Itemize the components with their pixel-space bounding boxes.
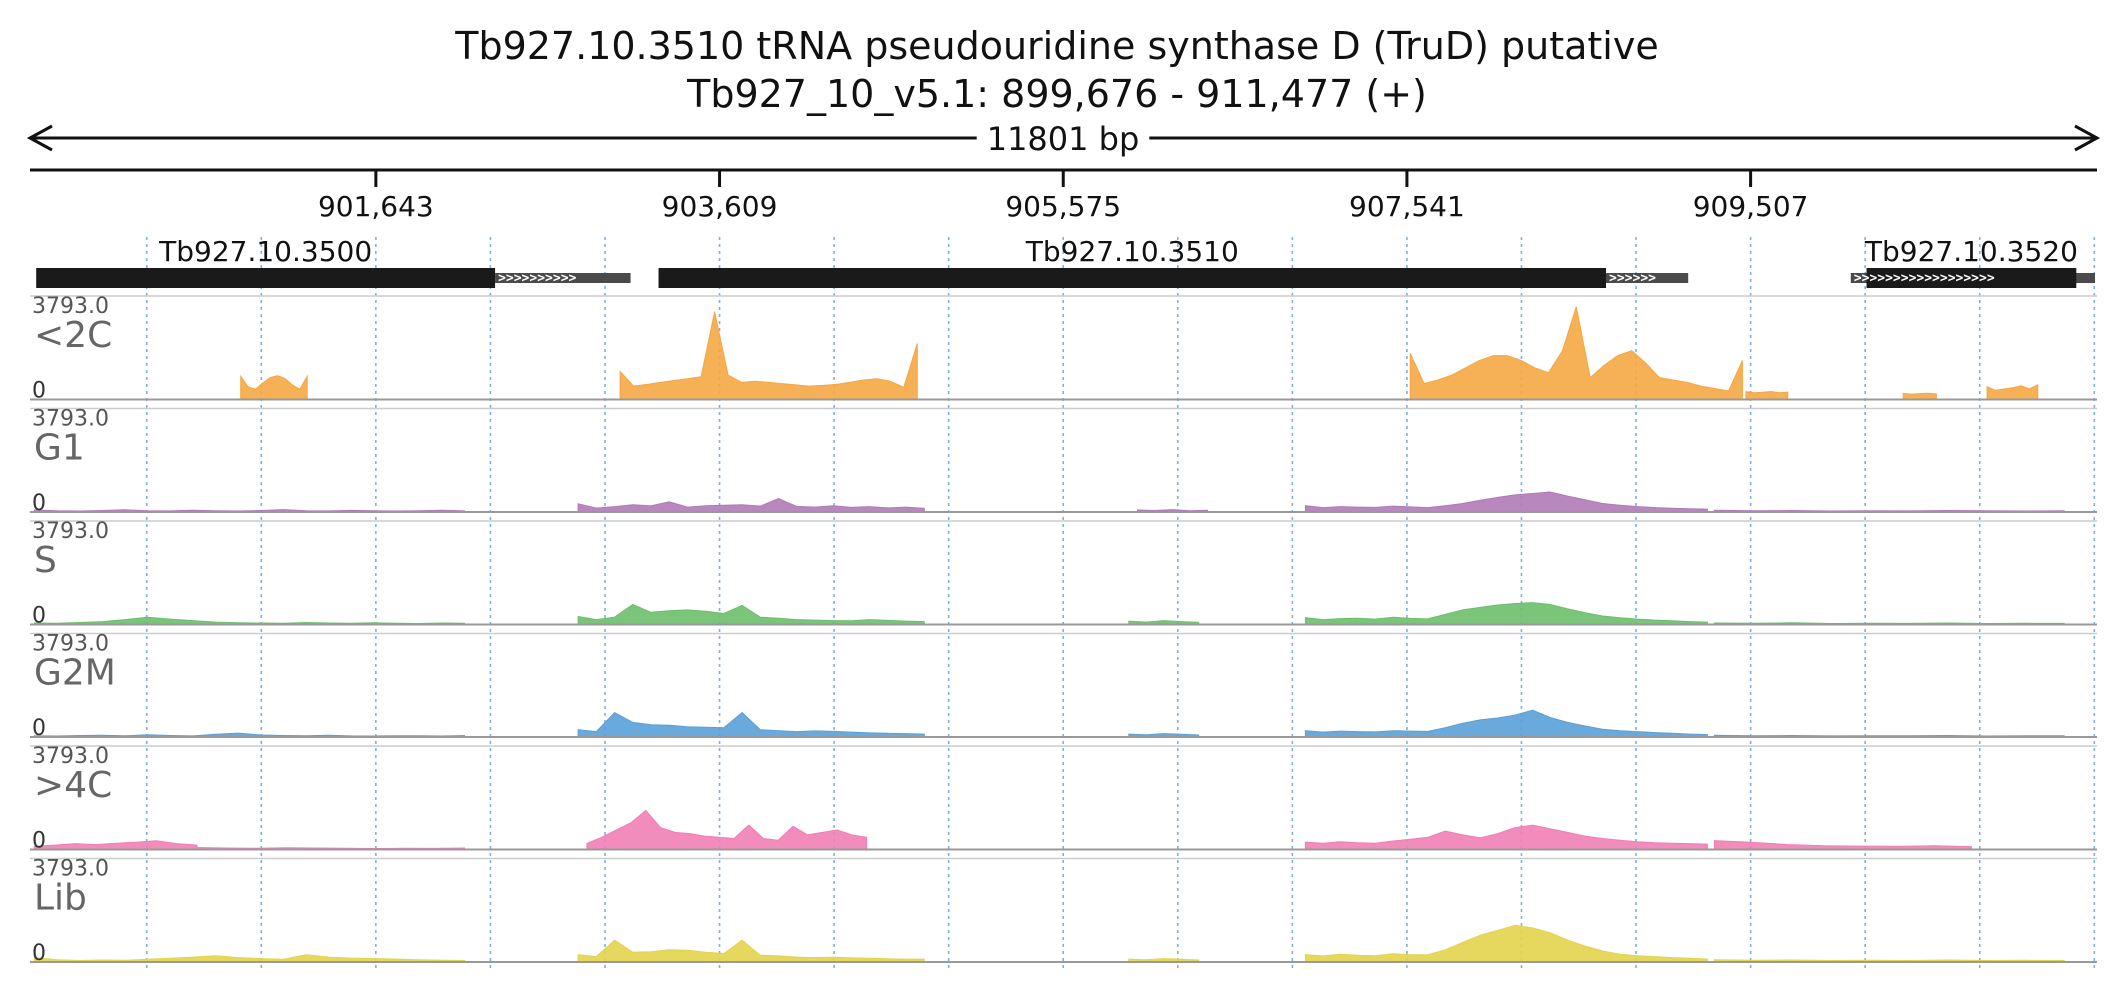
coverage-track — [30, 857, 2097, 963]
gridlines — [145, 237, 2096, 970]
coverage-track — [30, 745, 2097, 851]
coverage-area — [619, 311, 918, 400]
coverage-area — [586, 809, 868, 850]
coverage-area — [1409, 306, 1743, 400]
coverage-area — [1986, 384, 2039, 400]
track-ymax-label: 3793.0 — [32, 857, 109, 882]
track-ymax-label: 3793.0 — [32, 407, 109, 432]
coverage-area — [577, 939, 925, 963]
track-ymax-label: 3793.0 — [32, 744, 109, 769]
span-label: 11801 bp — [987, 120, 1140, 158]
tick-label: 909,507 — [1693, 190, 1809, 223]
chart-title: Tb927.10.3510 tRNA pseudouridine synthas… — [454, 24, 1658, 68]
track-ymax-label: 3793.0 — [32, 294, 109, 319]
span-arrow-right-icon — [2074, 124, 2101, 152]
track-ymin-label: 0 — [32, 379, 46, 404]
track-name-label: G2M — [34, 653, 116, 694]
coverage-area — [1304, 709, 1708, 738]
track-label-group: 3793.0>4C 0 — [32, 744, 112, 854]
coverage-track — [30, 520, 2097, 626]
track-label-group: 3793.0S 0 — [32, 519, 109, 629]
coverage-track — [30, 632, 2097, 738]
coverage-area — [577, 603, 925, 625]
tick-label: 903,609 — [662, 190, 778, 223]
strand-chevrons-icon: >>>>>>>>>>>>>>>>>> — [1854, 271, 1995, 286]
coverage-area — [1304, 824, 1708, 850]
tick-label: 901,643 — [318, 190, 434, 223]
strand-chevrons-icon: >>>>>>>>>> — [498, 271, 576, 286]
coverage-track — [30, 295, 2097, 401]
coverage-area — [33, 616, 465, 625]
track-name-label: Lib — [34, 878, 87, 919]
gene-model: >>>>>> Tb927.10.3510 — [658, 235, 1689, 288]
track-labels: 3793.0<2C03793.0G103793.0S03793.0G2M0379… — [32, 294, 116, 966]
track-ymax-label: 3793.0 — [32, 632, 109, 657]
track-ymin-label: 0 — [32, 829, 46, 854]
coverage-area — [1713, 840, 1972, 850]
coverage-track — [30, 407, 2097, 513]
track-ymin-label: 0 — [32, 491, 46, 516]
track-name-label: >4C — [34, 765, 112, 806]
gene-cds — [658, 268, 1607, 288]
gene-label: Tb927.10.3500 — [158, 235, 372, 268]
coverage-area — [577, 498, 925, 513]
coverage-area — [33, 954, 465, 963]
coverage-area — [33, 840, 198, 850]
coverage-area — [1304, 924, 1708, 963]
span-indicator: 11801 bp — [26, 120, 2101, 158]
coverage-area — [1304, 491, 1708, 513]
chart-subtitle: Tb927_10_v5.1: 899,676 - 911,477 (+) — [686, 72, 1427, 116]
coverage-area — [577, 711, 925, 738]
tick-label: 907,541 — [1349, 190, 1465, 223]
gene-cds — [36, 268, 496, 288]
track-ymin-label: 0 — [32, 604, 46, 629]
gene-cds — [1866, 268, 2077, 288]
track-label-group: 3793.0<2C 0 — [32, 294, 112, 404]
gene-utr — [495, 273, 631, 283]
axis-ticks: 901,643 903,609 905,575 907,541 909,507 — [318, 170, 1809, 223]
span-arrow-left-icon — [26, 124, 53, 152]
coverage-tracks — [30, 295, 2097, 963]
gene-label: Tb927.10.3510 — [1025, 235, 1239, 268]
tick-label: 905,575 — [1005, 190, 1121, 223]
gene-models: >>>>>>>>>> Tb927.10.3500 >>>>>> Tb927.10.35… — [36, 235, 2095, 288]
track-ymin-label: 0 — [32, 716, 46, 741]
track-name-label: G1 — [34, 428, 85, 469]
track-name-label: <2C — [34, 315, 112, 356]
coverage-area — [240, 374, 308, 400]
track-name-label: S — [34, 540, 57, 581]
gene-model: >>>>>>>>>> Tb927.10.3500 — [36, 235, 631, 288]
gene-label: Tb927.10.3520 — [1864, 235, 2078, 268]
coverage-area — [1745, 390, 1789, 400]
gene-utr — [1606, 273, 1689, 283]
track-ymax-label: 3793.0 — [32, 519, 109, 544]
track-ymin-label: 0 — [32, 941, 46, 966]
gene-model: >>>>>>>>>>>>>>>>>> Tb927.10.3520 — [1850, 235, 2095, 288]
strand-chevrons-icon: >>>>>> — [1609, 271, 1656, 286]
track-label-group: 3793.0G1 0 — [32, 407, 109, 517]
coverage-area — [1304, 602, 1708, 625]
